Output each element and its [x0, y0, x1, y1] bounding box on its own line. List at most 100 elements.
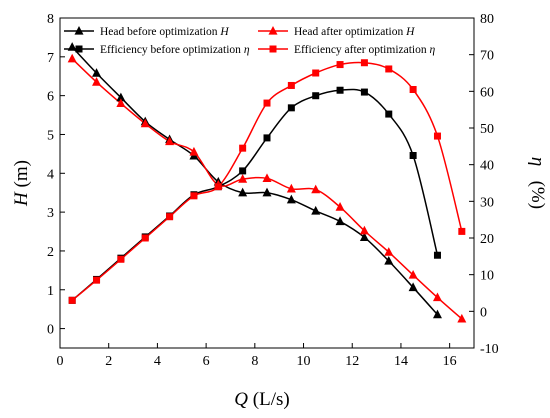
y-left-tick-label: 0 [47, 323, 54, 338]
data-point-triangle [189, 146, 199, 156]
data-point-square [336, 86, 344, 94]
data-point-triangle [359, 225, 369, 235]
y-right-tick-label: 0 [480, 305, 487, 320]
y-left-tick-label: 8 [47, 12, 54, 27]
data-point-square [287, 81, 295, 89]
data-point-square [312, 69, 320, 77]
x-tick-label: 16 [443, 354, 457, 369]
data-point-triangle [335, 216, 345, 226]
data-point-triangle [140, 118, 150, 128]
data-point-triangle [165, 136, 175, 146]
data-point-square [214, 183, 222, 191]
y-right-tick-label: 80 [480, 12, 494, 27]
y-axis-left-title: H (m) [11, 160, 32, 207]
legend-marker-square [269, 45, 277, 53]
data-point-triangle [238, 187, 248, 197]
x-tick-label: 10 [297, 354, 311, 369]
data-point-square [336, 61, 344, 69]
y-right-tick-label: 60 [480, 85, 494, 100]
data-point-square [433, 132, 441, 140]
data-point-triangle [67, 53, 77, 63]
y-left-tick-label: 3 [47, 206, 54, 221]
data-point-square [360, 59, 368, 67]
y-right-tick-label: 20 [480, 232, 494, 247]
data-point-square [312, 92, 320, 100]
data-point-triangle [116, 98, 126, 108]
legend-label: Head before optimization H [100, 26, 229, 38]
y-axis-right-title: η (%) [527, 157, 548, 209]
data-point-triangle [238, 174, 248, 183]
legend-label: Efficiency before optimization η [100, 44, 250, 56]
data-point-square [166, 213, 174, 221]
legend-marker-triangle [74, 25, 84, 35]
series-line-0 [71, 46, 439, 316]
legend-label: Efficiency after optimization η [294, 44, 436, 56]
data-point-triangle [311, 205, 321, 215]
data-point-square [68, 296, 76, 304]
series-lines [71, 46, 463, 320]
y-right-tick-label: 10 [480, 269, 494, 284]
y-right-tick-label: -10 [480, 342, 499, 357]
axis-ticks [59, 17, 474, 349]
y-left-tick-label: 7 [47, 51, 54, 66]
data-point-triangle [335, 202, 345, 211]
series-markers [67, 42, 467, 323]
x-tick-label: 4 [154, 354, 161, 369]
data-point-triangle [262, 187, 272, 197]
x-tick-label: 8 [251, 354, 258, 369]
x-tick-label: 14 [394, 354, 408, 369]
data-point-square [190, 192, 198, 200]
data-point-triangle [384, 247, 394, 256]
x-axis-title: Q (L/s) [234, 389, 289, 410]
data-point-triangle [262, 173, 272, 182]
legend-label: Head after optimization H [294, 26, 415, 38]
data-point-triangle [311, 184, 321, 194]
data-point-triangle [286, 183, 296, 193]
data-point-triangle [457, 313, 467, 323]
data-point-triangle [432, 292, 442, 302]
y-right-tick-label: 30 [480, 195, 494, 210]
data-point-square [263, 134, 271, 142]
data-point-square [409, 152, 417, 159]
data-point-triangle [92, 77, 102, 86]
data-point-square [433, 251, 441, 259]
legend: Head before optimization H Head after opt… [64, 25, 436, 56]
x-tick-label: 12 [345, 354, 359, 369]
data-point-square [360, 88, 368, 96]
data-point-triangle [359, 232, 369, 241]
data-point-square [385, 65, 393, 73]
data-point-square [409, 86, 417, 93]
data-point-square [458, 227, 466, 235]
x-tick-label: 2 [105, 354, 112, 369]
axis-tick-labels: 0 2 4 6 8 10 12 14 16012345678-10010203040506070… [47, 12, 499, 369]
y-left-tick-label: 4 [47, 167, 54, 182]
plot-frame [59, 17, 475, 349]
data-point-triangle [408, 282, 418, 292]
data-point-triangle [286, 194, 296, 204]
data-point-square [117, 255, 125, 263]
data-point-square [287, 104, 295, 112]
data-point-square [239, 167, 247, 175]
legend-marker-square [75, 45, 83, 53]
data-point-triangle [384, 256, 394, 265]
data-point-square [141, 234, 149, 242]
legend-marker-triangle [268, 25, 278, 35]
y-left-tick-label: 6 [47, 90, 54, 105]
y-right-tick-label: 50 [480, 122, 494, 137]
data-point-triangle [116, 92, 126, 102]
y-left-tick-label: 5 [47, 128, 54, 143]
y-right-tick-label: 70 [480, 49, 494, 64]
data-point-triangle [408, 269, 418, 279]
y-right-tick-label: 40 [480, 159, 494, 174]
data-point-square [239, 144, 247, 152]
data-point-triangle [432, 309, 442, 319]
y-left-tick-label: 2 [47, 245, 54, 260]
data-point-square [263, 99, 271, 107]
y-left-tick-label: 1 [47, 284, 54, 299]
data-point-square [93, 276, 101, 284]
series-line-2 [71, 88, 439, 301]
x-tick-label: 0 [57, 354, 64, 369]
x-tick-label: 6 [203, 354, 210, 369]
data-point-triangle [92, 68, 102, 77]
